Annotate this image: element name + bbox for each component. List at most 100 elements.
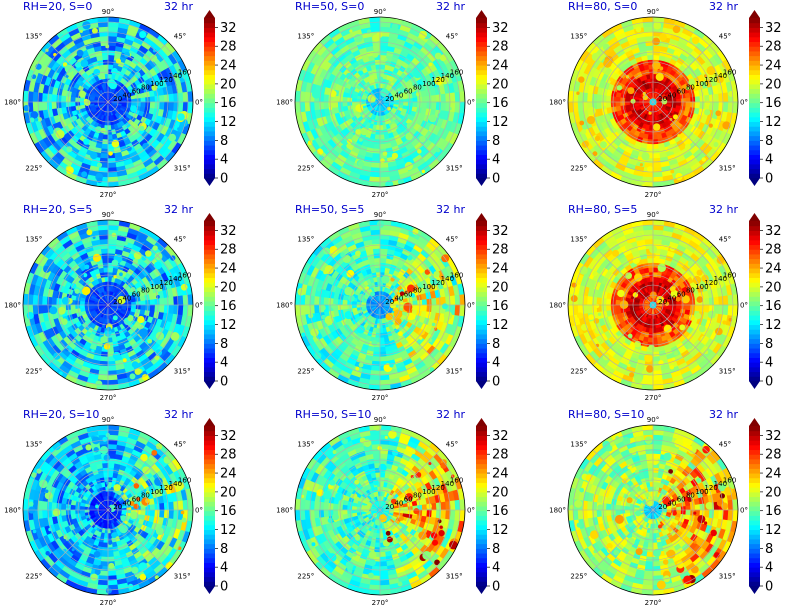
heatmap-blob xyxy=(581,129,587,135)
angle-tick-label: 180° xyxy=(276,99,293,107)
colorbar-tick-label: 4 xyxy=(220,356,228,371)
heatmap-blob xyxy=(704,109,711,116)
heatmap-cell xyxy=(99,360,109,367)
colorbar-segment xyxy=(749,154,760,160)
angle-tick-label: 270° xyxy=(372,191,389,199)
colorbar-tick-label: 0 xyxy=(220,172,228,187)
heatmap-blob xyxy=(586,115,596,125)
angle-tick-label: 315° xyxy=(446,164,463,172)
heatmap-blob xyxy=(587,106,596,116)
heatmap-blob xyxy=(115,58,122,64)
colorbar-segment xyxy=(476,69,487,75)
heatmap-cell xyxy=(371,162,381,169)
heatmap-cell xyxy=(431,297,437,306)
heatmap-cell xyxy=(99,243,109,250)
heatmap-blob xyxy=(95,380,103,388)
heatmap-blob xyxy=(151,84,158,91)
heatmap-cell xyxy=(371,365,381,372)
colorbar-segment xyxy=(204,301,215,307)
heatmap-blob xyxy=(327,146,333,153)
heatmap-cell xyxy=(105,318,109,325)
heatmap-cell xyxy=(694,95,701,103)
colorbar-segment xyxy=(204,168,215,174)
heatmap-cell xyxy=(101,257,109,264)
heatmap-cell xyxy=(131,101,137,107)
colorbar-segment xyxy=(476,116,487,123)
colorbar-segment xyxy=(749,135,760,141)
colorbar-segment xyxy=(476,130,487,137)
colorbar-segment xyxy=(204,65,215,71)
angular-gridline xyxy=(47,41,109,103)
heatmap-blob xyxy=(130,105,137,113)
colorbar-segment xyxy=(476,93,487,99)
colorbar-extend-max xyxy=(204,213,215,221)
colorbar-segment xyxy=(476,50,487,57)
angle-tick-label: 225° xyxy=(25,164,42,172)
heatmap-blob xyxy=(139,30,147,39)
heatmap-cell xyxy=(713,101,720,111)
heatmap-cell xyxy=(313,304,320,314)
colorbar-segment xyxy=(476,126,487,132)
radial-tick-label: 80 xyxy=(141,84,150,92)
heatmap-cell xyxy=(121,304,128,308)
heatmap-cell xyxy=(318,101,325,111)
heatmap-cell xyxy=(379,266,386,273)
angular-gridline xyxy=(319,41,381,103)
heatmap-cell xyxy=(107,360,117,367)
heatmap-cell xyxy=(371,360,381,367)
polar-panel: 0°45°90°135°180°225°270°315°20 40 60 80 1001… xyxy=(4,0,236,199)
heatmap-cell xyxy=(46,93,53,103)
heatmap-blob xyxy=(421,169,426,174)
heatmap-blob xyxy=(95,126,102,134)
colorbar-extend-min xyxy=(204,178,215,186)
colorbar-segment xyxy=(476,22,487,28)
colorbar-segment xyxy=(204,315,215,321)
heatmap-cell xyxy=(323,297,329,306)
heatmap-cell xyxy=(375,129,381,136)
heatmap-cell xyxy=(372,356,381,362)
radial-tick-label: 40 xyxy=(667,91,676,99)
polar-panel: 0°45°90°135°180°225°270°315°20 40 60 80 1001… xyxy=(276,0,508,199)
heatmap-blob xyxy=(329,90,337,98)
colorbar-tick-label: 16 xyxy=(492,96,509,111)
heatmap-blob xyxy=(394,317,402,325)
colorbar-segment xyxy=(204,319,215,326)
heatmap-blob xyxy=(317,148,324,155)
panel-title: RH=20, S=0 xyxy=(23,0,92,13)
colorbar-segment xyxy=(749,145,760,151)
angle-tick-label: 45° xyxy=(719,33,731,41)
heatmap-blob xyxy=(358,160,364,167)
angle-tick-label: 315° xyxy=(174,367,191,375)
colorbar-tick-label: 32 xyxy=(765,21,782,36)
colorbar-segment xyxy=(204,140,215,146)
heatmap-blob xyxy=(100,127,106,134)
heatmap-blob xyxy=(672,114,678,120)
heatmap-blob xyxy=(137,315,145,324)
heatmap-blob xyxy=(669,117,673,121)
colorbar-tick-label: 4 xyxy=(220,153,228,168)
heatmap-blob xyxy=(659,66,664,71)
colorbar-segment xyxy=(204,263,215,269)
heatmap-cell xyxy=(313,296,320,306)
panel-title: RH=20, S=5 xyxy=(23,203,92,216)
heatmap-blob xyxy=(74,61,82,68)
angular-gridline xyxy=(107,101,169,163)
colorbar-segment xyxy=(204,366,215,373)
heatmap-blob xyxy=(627,87,635,95)
heatmap-cell xyxy=(652,54,660,61)
colorbar-tick-label: 0 xyxy=(765,172,773,187)
colorbar-segment xyxy=(204,79,215,85)
heatmap-blob xyxy=(670,169,675,174)
radial-tick-label: 60 xyxy=(404,88,413,96)
heatmap-blob xyxy=(444,86,448,90)
colorbar-segment xyxy=(204,338,215,344)
colorbar-segment xyxy=(204,235,215,241)
heatmap-blob xyxy=(355,366,360,371)
heatmap-cell xyxy=(431,94,437,103)
heatmap-cell xyxy=(149,95,156,103)
colorbar-segment xyxy=(749,102,760,108)
heatmap-cell xyxy=(372,248,381,254)
heatmap-cell xyxy=(435,304,442,314)
heatmap-cell xyxy=(60,95,67,103)
